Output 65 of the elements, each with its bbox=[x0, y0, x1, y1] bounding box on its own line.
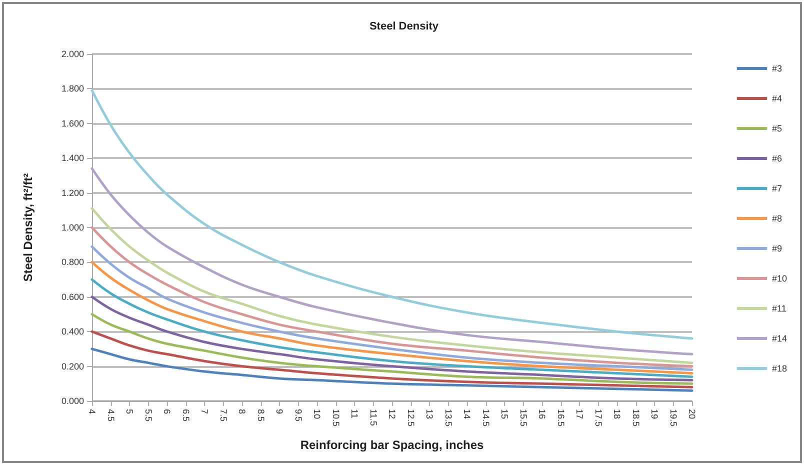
x-tick-label: 11.5 bbox=[368, 409, 378, 426]
x-tick-label: 6 bbox=[162, 409, 172, 414]
legend-label: #11 bbox=[772, 304, 786, 314]
x-tick-label: 16 bbox=[537, 409, 547, 420]
y-tick-label: 0.400 bbox=[61, 326, 84, 337]
x-tick-label: 12.5 bbox=[406, 409, 416, 427]
y-tick-label: 2.000 bbox=[61, 49, 84, 59]
legend-label: #6 bbox=[772, 154, 782, 164]
legend-label: #14 bbox=[772, 334, 788, 344]
x-tick-label: 15 bbox=[500, 409, 510, 420]
x-tick-label: 18 bbox=[612, 409, 622, 420]
x-tick-label: 16.5 bbox=[556, 409, 566, 427]
legend-label: #8 bbox=[772, 214, 782, 224]
x-tick-label: 5 bbox=[124, 409, 134, 414]
x-tick-label: 8.5 bbox=[256, 409, 266, 422]
x-tick-label: 10 bbox=[312, 409, 322, 420]
x-tick-label: 13.5 bbox=[443, 409, 454, 427]
x-tick-label: 14 bbox=[462, 409, 472, 420]
legend-label: #3 bbox=[772, 64, 782, 74]
x-tick-label: 5.5 bbox=[143, 409, 154, 422]
x-tick-label: 4 bbox=[87, 409, 97, 414]
x-tick-label: 4.5 bbox=[106, 409, 116, 422]
line-series bbox=[90, 278, 694, 378]
legend-label: #5 bbox=[772, 124, 782, 134]
x-tick-label: 7 bbox=[200, 409, 210, 414]
x-tick-label: 17 bbox=[574, 409, 584, 420]
y-tick-label: 1.200 bbox=[61, 188, 84, 198]
y-tick-label: 0.800 bbox=[61, 257, 84, 268]
line-series bbox=[90, 330, 694, 388]
y-tick-label: 0.200 bbox=[61, 361, 84, 372]
x-tick-label: 9 bbox=[274, 409, 284, 414]
x-tick-label: 19 bbox=[650, 409, 660, 420]
y-tick-label: 1.000 bbox=[61, 222, 84, 232]
x-tick-label: 13 bbox=[424, 409, 434, 420]
y-tick-label: 1.800 bbox=[61, 84, 84, 94]
line-series bbox=[90, 296, 694, 382]
x-axis-title: Reinforcing bar Spacing, inches bbox=[300, 438, 484, 452]
y-axis-title: Steel Density, ft²/ft² bbox=[21, 173, 35, 282]
x-tick-label: 6.5 bbox=[180, 409, 191, 422]
chart-title: Steel Density bbox=[369, 20, 440, 32]
legend-label: #18 bbox=[772, 364, 788, 374]
line-series bbox=[90, 89, 694, 340]
line-series bbox=[90, 313, 694, 385]
x-tick-label: 10.5 bbox=[330, 409, 341, 427]
x-tick-label: 17.5 bbox=[593, 409, 604, 427]
legend-label: #10 bbox=[772, 274, 788, 284]
legend-label: #7 bbox=[772, 184, 782, 194]
x-tick-label: 8 bbox=[237, 409, 247, 414]
x-tick-label: 18.5 bbox=[630, 409, 641, 427]
x-tick-label: 12 bbox=[387, 409, 397, 420]
x-tick-label: 20 bbox=[687, 409, 697, 420]
y-tick-label: 0.600 bbox=[61, 292, 84, 302]
y-tick-label: 1.600 bbox=[61, 118, 84, 128]
y-tick-label: 1.400 bbox=[61, 153, 84, 164]
y-tick-label: 0.000 bbox=[61, 396, 84, 406]
x-tick-label: 7.5 bbox=[218, 409, 228, 422]
legend-label: #4 bbox=[772, 94, 782, 104]
x-tick-label: 19.5 bbox=[668, 409, 678, 427]
x-tick-label: 15.5 bbox=[518, 409, 528, 427]
legend-label: #9 bbox=[772, 244, 782, 254]
line-series bbox=[90, 167, 694, 356]
x-tick-label: 9.5 bbox=[293, 409, 304, 422]
line-series bbox=[90, 348, 694, 392]
x-tick-label: 11 bbox=[350, 409, 360, 418]
x-tick-label: 14.5 bbox=[480, 409, 491, 427]
